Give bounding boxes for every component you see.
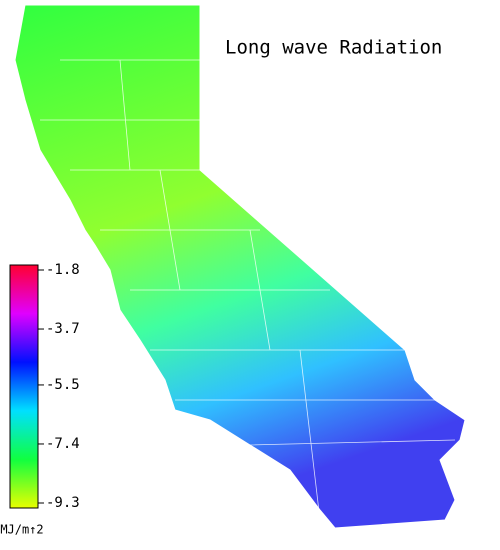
california-shape (14, 4, 466, 529)
colorbar-tick-label: -7.4 (46, 436, 80, 452)
colorbar-tick-label: -5.5 (46, 377, 80, 393)
colorbar (9, 264, 39, 509)
map-title: Long wave Radiation (225, 37, 442, 59)
colorbar-tick-label: -9.3 (46, 495, 80, 511)
colorbar-tick-label: -3.7 (46, 321, 80, 337)
colorbar-tick-label: -1.8 (46, 262, 80, 278)
county-lines (40, 59, 456, 521)
colorbar-unit: MJ/m↑2 (0, 523, 43, 537)
